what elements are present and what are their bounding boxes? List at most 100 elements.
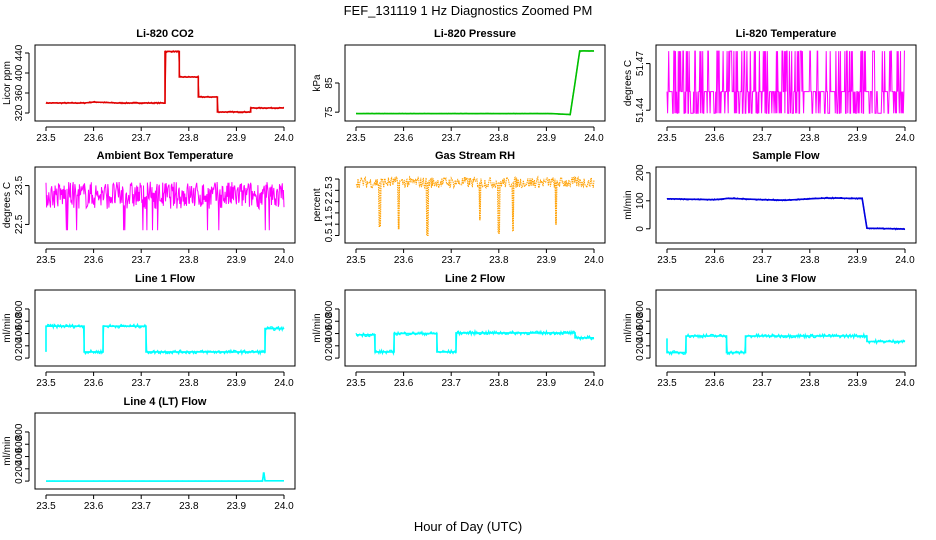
x-tick-label: 23.6 xyxy=(84,255,104,266)
x-tick-label: 23.8 xyxy=(800,255,820,266)
plot-frame xyxy=(655,166,917,244)
x-tick-label: 23.8 xyxy=(489,378,509,389)
y-tick-label: 200 xyxy=(14,460,25,477)
y-tick-label: 600 xyxy=(14,435,25,452)
x-tick-label: 23.7 xyxy=(752,255,772,266)
x-tick-label: 23.8 xyxy=(179,133,199,144)
x-tick-label: 23.6 xyxy=(705,255,725,266)
x-tick-label: 23.5 xyxy=(346,255,366,266)
series-line-detail xyxy=(45,322,285,356)
y-tick-label: 51.44 xyxy=(635,97,646,122)
x-tick-label: 23.9 xyxy=(227,501,247,512)
x-tick-label: 23.6 xyxy=(394,255,414,266)
y-tick-label: 51.47 xyxy=(635,51,646,76)
x-tick-label: 23.8 xyxy=(489,255,509,266)
x-tick-label: 23.9 xyxy=(227,255,247,266)
y-tick-label: 23.5 xyxy=(14,175,25,195)
x-tick-label: 23.9 xyxy=(537,133,557,144)
series-line-detail xyxy=(666,196,906,231)
y-tick-label: 800 xyxy=(635,300,646,317)
y-tick-label: 2 xyxy=(324,198,335,204)
x-tick-label: 23.6 xyxy=(84,501,104,512)
y-tick-label: 2.5 xyxy=(324,183,335,197)
x-tick-label: 24.0 xyxy=(584,133,604,144)
x-tick-label: 23.9 xyxy=(537,255,557,266)
x-tick-label: 23.9 xyxy=(848,133,868,144)
x-tick-label: 24.0 xyxy=(274,501,294,512)
series-rh xyxy=(355,175,595,236)
x-tick-label: 24.0 xyxy=(584,255,604,266)
series-sample xyxy=(666,196,906,231)
x-tick-label: 23.5 xyxy=(346,378,366,389)
y-tick-label: 1 xyxy=(324,221,335,227)
panel-title: Line 3 Flow xyxy=(756,273,816,285)
y-tick-label: 200 xyxy=(635,164,646,181)
x-tick-label: 23.6 xyxy=(705,133,725,144)
plot-frame xyxy=(655,289,917,367)
plot-frame xyxy=(34,289,296,367)
y-tick-label: 22.5 xyxy=(14,214,25,234)
panel-line1: Line 1 Flow ml/min 23.5 23.6 23.7 23.8 23.9 24.… xyxy=(2,273,296,389)
y-tick-label: 440 xyxy=(14,44,25,61)
x-tick-label: 23.5 xyxy=(36,378,56,389)
y-axis-label: ml/min xyxy=(2,313,13,342)
x-tick-label: 23.8 xyxy=(179,501,199,512)
y-tick-label: 600 xyxy=(635,312,646,329)
x-tick-label: 23.5 xyxy=(36,255,56,266)
x-axis-label: Hour of Day (UTC) xyxy=(414,519,522,534)
x-tick-label: 23.5 xyxy=(36,133,56,144)
series-line xyxy=(356,332,594,353)
y-tick-label: 0 xyxy=(635,355,646,361)
x-tick-label: 23.7 xyxy=(441,255,461,266)
y-axis-label: ml/min xyxy=(2,436,13,465)
panel-pressure: Li-820 Pressure kPa 23.5 23.6 23.7 23.8 23.9 24… xyxy=(312,28,606,144)
panel-line4: Line 4 (LT) Flow ml/min 23.5 23.6 23.7 23.8 23… xyxy=(2,396,296,512)
x-tick-label: 24.0 xyxy=(895,255,915,266)
x-tick-label: 24.0 xyxy=(895,378,915,389)
x-tick-label: 23.9 xyxy=(848,378,868,389)
y-tick-label: 1.5 xyxy=(324,206,335,220)
panel-title: Li-820 CO2 xyxy=(136,28,193,40)
series-line4 xyxy=(46,472,284,482)
series-co2 xyxy=(45,49,285,114)
series-line xyxy=(46,472,284,482)
x-tick-label: 23.7 xyxy=(131,133,151,144)
series-points xyxy=(355,175,595,236)
x-tick-label: 23.5 xyxy=(346,133,366,144)
y-tick-label: 100 xyxy=(635,192,646,209)
plot-frame xyxy=(34,166,296,244)
plot-frame xyxy=(655,44,917,122)
panel-temperature: Li-820 Temperature degrees C 23.5 23.6 23.7 2… xyxy=(623,28,917,144)
series-line xyxy=(666,197,906,230)
x-tick-label: 23.6 xyxy=(84,133,104,144)
y-axis-label: ml/min xyxy=(623,313,634,342)
panel-co2: Li-820 CO2 Licor ppm 23.5 23.6 23.7 23.8 23.9 2… xyxy=(2,28,296,144)
x-tick-label: 23.6 xyxy=(705,378,725,389)
series-line xyxy=(356,50,594,116)
x-tick-label: 23.7 xyxy=(131,501,151,512)
series-pressure xyxy=(356,50,595,116)
series-ambient xyxy=(45,181,285,231)
series-line xyxy=(45,325,284,353)
y-tick-label: 600 xyxy=(14,312,25,329)
panel-title: Ambient Box Temperature xyxy=(97,150,234,162)
x-tick-label: 23.8 xyxy=(489,133,509,144)
y-axis-label: ml/min xyxy=(623,190,634,219)
x-tick-label: 23.5 xyxy=(657,378,677,389)
series-line xyxy=(666,50,905,114)
y-tick-label: 800 xyxy=(324,300,335,317)
x-tick-label: 23.7 xyxy=(131,255,151,266)
x-tick-label: 23.8 xyxy=(179,378,199,389)
figure-title: FEF_131119 1 Hz Diagnostics Zoomed PM xyxy=(344,3,593,18)
series-line3 xyxy=(666,332,906,357)
x-tick-label: 24.0 xyxy=(895,133,915,144)
x-tick-label: 23.6 xyxy=(394,378,414,389)
x-tick-label: 23.7 xyxy=(752,378,772,389)
y-tick-label: 400 xyxy=(324,325,335,342)
x-tick-label: 23.8 xyxy=(800,378,820,389)
y-axis-label: degrees C xyxy=(623,60,634,106)
panel-title: Sample Flow xyxy=(752,150,820,162)
panel-line2: Line 2 Flow ml/min 23.5 23.6 23.7 23.8 23.9 24.… xyxy=(312,273,606,389)
